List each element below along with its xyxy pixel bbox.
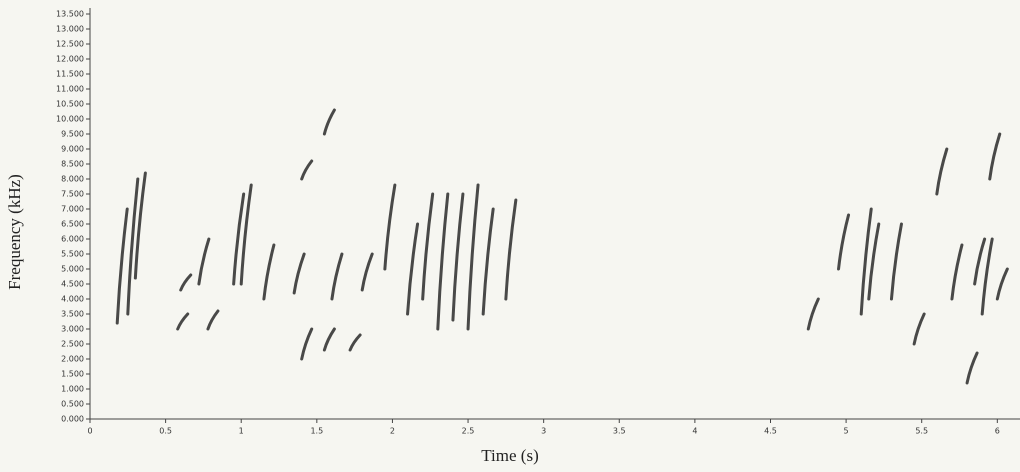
y-tick-label: 8.000: [61, 175, 84, 184]
syllable: [126, 177, 140, 316]
syllable: [889, 222, 903, 301]
syllable: [950, 243, 964, 301]
x-tick-label: 6: [995, 427, 1000, 436]
syllable: [262, 243, 276, 301]
x-tick-label: 4.5: [764, 427, 777, 436]
y-tick-label: 1.500: [61, 370, 84, 379]
syllable: [973, 237, 987, 286]
y-tick-label: 8.500: [61, 160, 84, 169]
syllable: [232, 192, 246, 286]
syllable: [837, 213, 851, 271]
y-tick-label: 7.000: [61, 205, 84, 214]
syllable: [466, 183, 480, 331]
syllable: [239, 183, 253, 286]
y-tick-label: 13.000: [56, 25, 84, 34]
syllable: [348, 333, 362, 352]
syllable: [179, 273, 193, 292]
syllable: [859, 207, 873, 316]
syllable: [406, 222, 420, 316]
y-tick-label: 9.000: [61, 145, 84, 154]
y-tick-label: 2.500: [61, 340, 84, 349]
x-tick-label: 2.5: [462, 427, 475, 436]
y-tick-label: 1.000: [61, 385, 84, 394]
x-tick-label: 3.5: [613, 427, 626, 436]
syllable: [300, 159, 314, 181]
y-tick-label: 6.000: [61, 235, 84, 244]
syllable: [360, 252, 374, 292]
x-tick-label: 5: [844, 427, 849, 436]
y-tick-label: 0.000: [61, 415, 84, 424]
x-tick-label: 1.5: [310, 427, 323, 436]
syllable: [436, 192, 450, 331]
syllable: [322, 108, 336, 136]
y-tick-label: 9.500: [61, 130, 84, 139]
y-tick-label: 13.500: [56, 10, 84, 19]
x-axis-title: Time (s): [481, 446, 538, 465]
y-tick-label: 4.500: [61, 280, 84, 289]
syllable: [451, 192, 465, 322]
syllable: [322, 327, 336, 352]
x-tick-label: 5.5: [915, 427, 928, 436]
syllable: [292, 252, 306, 295]
syllable: [965, 351, 979, 385]
y-tick-label: 2.000: [61, 355, 84, 364]
y-tick-label: 11.500: [56, 70, 84, 79]
syllable: [995, 267, 1009, 301]
syllable: [806, 297, 820, 331]
y-tick-label: 12.500: [56, 40, 84, 49]
y-tick-label: 10.000: [56, 115, 84, 124]
y-tick-label: 6.500: [61, 220, 84, 229]
y-tick-label: 4.000: [61, 295, 84, 304]
y-tick-label: 5.000: [61, 265, 84, 274]
x-tick-label: 1: [239, 427, 244, 436]
y-tick-label: 0.500: [61, 400, 84, 409]
y-tick-label: 7.500: [61, 190, 84, 199]
syllable: [383, 183, 397, 271]
y-tick-label: 10.500: [56, 100, 84, 109]
syllable: [300, 327, 314, 361]
syllable: [133, 171, 147, 280]
y-tick-label: 3.500: [61, 310, 84, 319]
y-tick-label: 12.000: [56, 55, 84, 64]
x-tick-label: 0.5: [159, 427, 172, 436]
syllable: [980, 237, 994, 316]
y-tick-label: 11.000: [56, 85, 84, 94]
syllable: [197, 237, 211, 286]
y-tick-label: 5.500: [61, 250, 84, 259]
syllable: [481, 207, 495, 316]
y-tick-label: 3.000: [61, 325, 84, 334]
x-tick-label: 3: [541, 427, 546, 436]
syllable: [330, 252, 344, 301]
syllable: [115, 207, 129, 325]
syllable: [867, 222, 881, 301]
x-tick-label: 0: [87, 427, 92, 436]
syllable: [912, 312, 926, 346]
y-axis-title: Frequency (kHz): [5, 174, 24, 290]
syllable: [421, 192, 435, 301]
syllable: [176, 312, 190, 331]
syllable: [504, 198, 518, 301]
x-tick-label: 2: [390, 427, 395, 436]
syllable: [935, 147, 949, 196]
syllable: [988, 132, 1002, 181]
x-tick-label: 4: [692, 427, 697, 436]
syllable: [206, 309, 220, 331]
